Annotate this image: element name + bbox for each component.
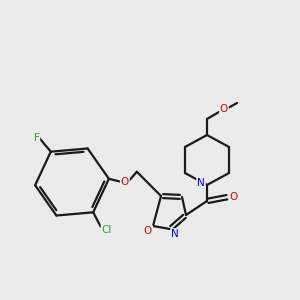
Text: O: O (220, 104, 228, 114)
Text: N: N (171, 229, 179, 239)
Text: N: N (197, 178, 205, 188)
Text: O: O (121, 177, 129, 187)
Text: O: O (230, 192, 238, 202)
Text: Cl: Cl (101, 225, 112, 235)
Text: O: O (144, 226, 152, 236)
Text: F: F (34, 133, 39, 143)
